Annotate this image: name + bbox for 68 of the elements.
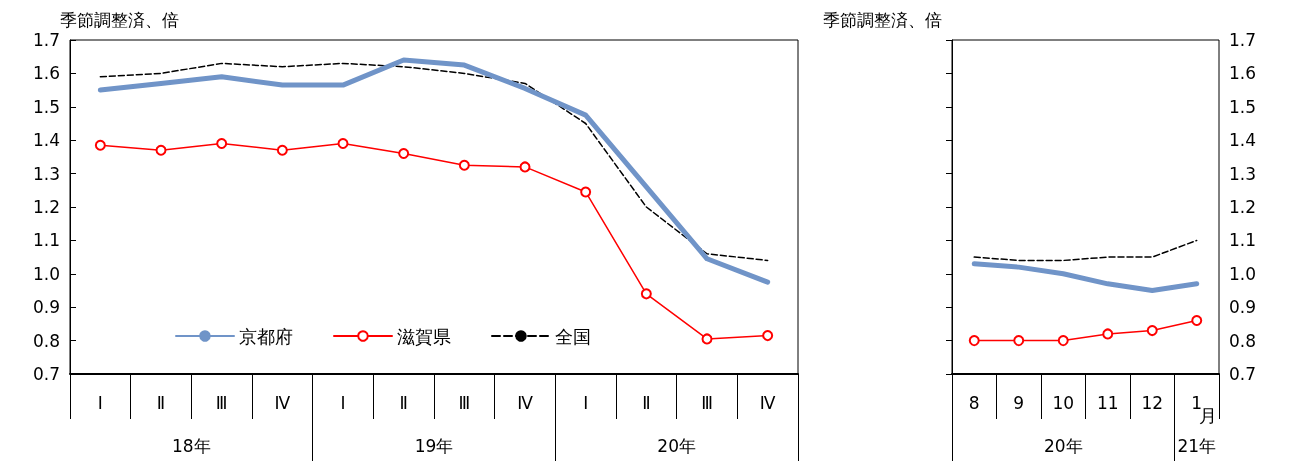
- y-axis-title: 季節調整済、倍: [60, 9, 179, 30]
- x-tick-label: 11: [1096, 392, 1119, 413]
- legend-label: 京都府: [239, 325, 293, 347]
- y-tick-label: 1.2: [32, 197, 60, 217]
- x-tick-label: Ⅱ: [156, 392, 166, 413]
- y2-tick-label: 1.4: [1229, 130, 1257, 151]
- x-tick-label: Ⅲ: [215, 392, 228, 413]
- point: [216, 138, 228, 150]
- text: 21年: [1177, 435, 1217, 456]
- text: 20年: [657, 435, 696, 456]
- y2-tick-label: 1.5: [1229, 96, 1257, 117]
- x-tick-label: Ⅳ: [517, 392, 534, 413]
- y2-tick-label: 0.8: [1229, 330, 1257, 351]
- point: [1013, 335, 1025, 347]
- y-tick-label: 1.7: [32, 30, 60, 50]
- x-tick-label: 10: [1052, 392, 1075, 413]
- y-tick-label: 0.9: [32, 297, 60, 318]
- point: [968, 335, 980, 347]
- y-tick-label: 1.5: [32, 96, 60, 117]
- point: [640, 288, 652, 300]
- y-tick-label: 1.4: [32, 130, 60, 151]
- text: 18年: [172, 435, 211, 456]
- y2-tick-label: 0.9: [1229, 297, 1257, 318]
- point: [458, 159, 470, 171]
- point: [580, 186, 592, 198]
- x-tick-label: Ⅰ: [340, 392, 346, 413]
- x-tick-label: Ⅱ: [642, 392, 651, 413]
- y2-tick-label: 1.7: [1229, 30, 1257, 50]
- x-tick-label: Ⅳ: [759, 392, 776, 413]
- y-tick-label: 0.8: [32, 330, 60, 351]
- text: 19年: [414, 435, 454, 456]
- y2-axis-title: 季節調整済、倍: [823, 9, 942, 30]
- point: [1057, 335, 1069, 347]
- y2-tick-label: 1.1: [1229, 230, 1257, 251]
- point: [276, 144, 288, 156]
- y2-tick-label: 1.0: [1229, 263, 1257, 284]
- point: [1102, 328, 1114, 340]
- point: [1191, 315, 1203, 327]
- x-tick-label: Ⅰ: [97, 392, 103, 413]
- point: [701, 333, 713, 345]
- y-tick-label: 1.3: [32, 163, 60, 184]
- y2-tick-label: 1.2: [1229, 197, 1257, 217]
- x-tick-label: 12: [1141, 392, 1164, 413]
- y2-tick-label: 0.7: [1229, 364, 1257, 384]
- x-tick-label: 9: [1013, 392, 1025, 413]
- y-tick-label: 1.1: [32, 230, 60, 251]
- x-tick-label: 1: [1191, 392, 1203, 413]
- point: [519, 161, 531, 173]
- point: [94, 139, 106, 151]
- x-tick-label: Ⅳ: [274, 392, 291, 413]
- y2-tick-label: 1.6: [1229, 63, 1257, 84]
- y-tick-label: 1.6: [32, 63, 60, 84]
- y-tick-label: 0.7: [32, 364, 60, 384]
- point: [398, 148, 410, 160]
- x-tick-label: Ⅰ: [583, 392, 589, 413]
- legend-label: 滋賀県: [397, 325, 451, 347]
- x-tick-label: Ⅱ: [399, 392, 408, 413]
- point: [762, 330, 774, 342]
- x-tick-label: Ⅲ: [701, 392, 713, 413]
- point: [155, 144, 167, 156]
- x-tick-label: Ⅲ: [458, 392, 471, 413]
- y-tick-label: 1.0: [32, 263, 60, 284]
- point: [337, 138, 349, 150]
- point: [1146, 325, 1158, 337]
- legend-label: 全国: [555, 325, 591, 347]
- text: 20年: [1043, 435, 1083, 456]
- y2-tick-label: 1.3: [1229, 163, 1257, 184]
- x-tick-label: 8: [968, 392, 980, 413]
